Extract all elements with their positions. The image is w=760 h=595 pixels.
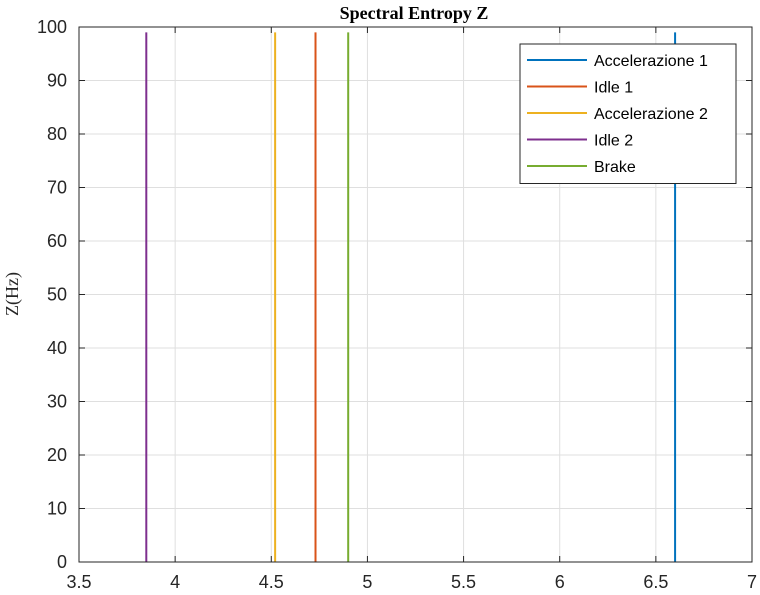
x-tick-label: 6 bbox=[555, 572, 565, 592]
x-tick-label: 4 bbox=[170, 572, 180, 592]
y-tick-label: 90 bbox=[47, 71, 67, 91]
legend-label: Idle 1 bbox=[594, 80, 633, 97]
x-tick-label: 3.5 bbox=[66, 572, 91, 592]
x-tick-label: 4.5 bbox=[259, 572, 284, 592]
legend-label: Accelerazione 1 bbox=[594, 53, 708, 70]
y-tick-label: 50 bbox=[47, 285, 67, 305]
x-tick-label: 5 bbox=[362, 572, 372, 592]
y-tick-label: 70 bbox=[47, 178, 67, 198]
legend-label: Accelerazione 2 bbox=[594, 106, 708, 123]
legend-label: Idle 2 bbox=[594, 133, 633, 150]
x-tick-label: 6.5 bbox=[643, 572, 668, 592]
x-tick-label: 5.5 bbox=[451, 572, 476, 592]
x-tick-label: 7 bbox=[747, 572, 757, 592]
y-tick-label: 20 bbox=[47, 445, 67, 465]
y-tick-label: 30 bbox=[47, 392, 67, 412]
y-tick-label: 100 bbox=[37, 17, 67, 37]
legend: Accelerazione 1 Idle 1 Accelerazione 2 Idle… bbox=[519, 43, 737, 184]
y-tick-label: 60 bbox=[47, 231, 67, 251]
y-tick-label: 0 bbox=[57, 552, 67, 572]
chart-title: Spectral Entropy Z bbox=[340, 3, 489, 23]
y-axis-label: Z(Hz) bbox=[2, 272, 23, 316]
y-tick-label: 10 bbox=[47, 499, 67, 519]
y-tick-label: 40 bbox=[47, 338, 67, 358]
legend-label: Brake bbox=[594, 159, 636, 176]
y-tick-label: 80 bbox=[47, 124, 67, 144]
